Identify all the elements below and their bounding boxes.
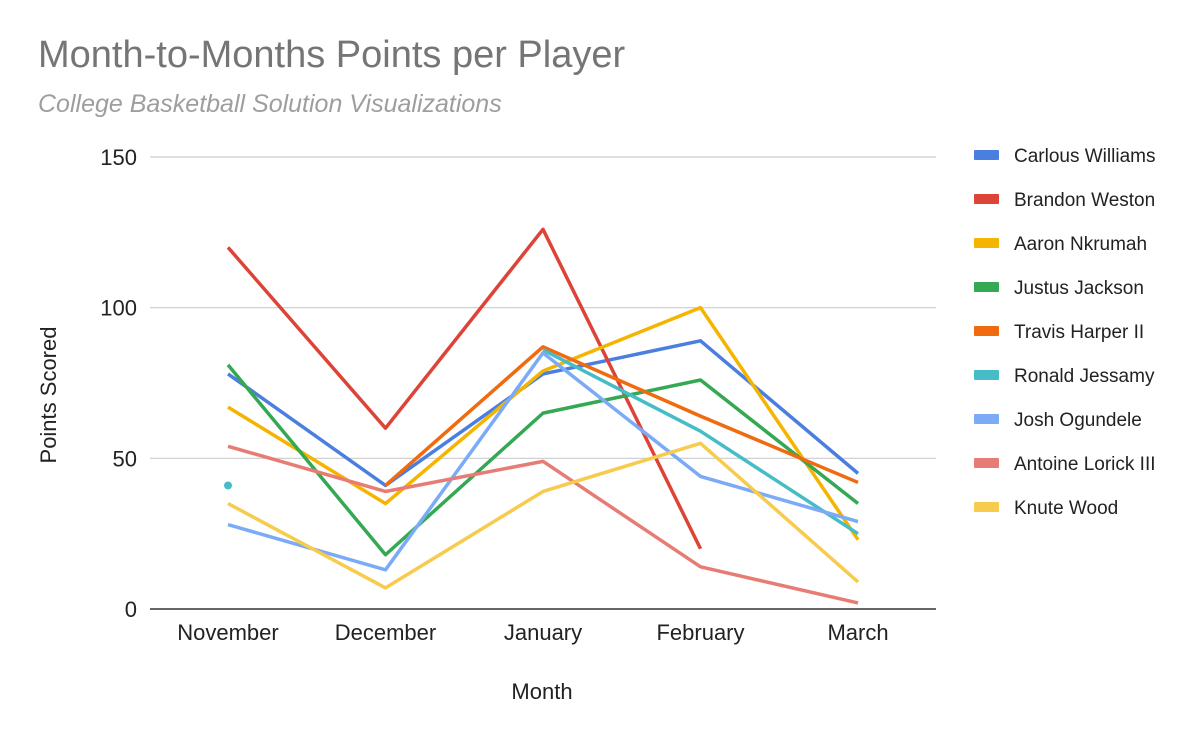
legend-swatch	[974, 502, 999, 512]
series-line	[226, 363, 860, 557]
legend-swatch	[974, 458, 999, 468]
legend-item: Antoine Lorick III	[974, 454, 1156, 475]
series-line	[227, 444, 859, 605]
legend-item: Brandon Weston	[974, 190, 1155, 211]
axes: 0 50 100 150 November December January February…	[100, 145, 936, 645]
legend-item: Aaron Nkrumah	[974, 234, 1147, 255]
series-aaron-nkrumah	[227, 305, 860, 541]
legend-swatch	[974, 150, 999, 160]
y-tick-label: 0	[125, 597, 137, 622]
legend-label: Ronald Jessamy	[1014, 366, 1155, 387]
legend-item: Carlous Williams	[974, 146, 1155, 167]
legend-item: Travis Harper II	[974, 322, 1144, 343]
legend-swatch	[974, 282, 999, 292]
series-travis-harper-ii	[384, 345, 859, 487]
legend-label: Knute Wood	[1014, 498, 1118, 519]
x-axis-title: Month	[511, 679, 572, 704]
legend-label: Justus Jackson	[1014, 278, 1144, 299]
legend-swatch	[974, 194, 999, 204]
series-line	[542, 348, 859, 536]
x-tick-label: February	[656, 620, 744, 645]
x-tick-label: January	[504, 620, 582, 645]
series-line	[226, 227, 703, 550]
series-lines	[224, 227, 860, 605]
legend-swatch	[974, 326, 999, 336]
x-tick-label: December	[335, 620, 436, 645]
series-line	[227, 305, 860, 541]
legend-label: Aaron Nkrumah	[1014, 234, 1147, 255]
legend-label: Josh Ogundele	[1014, 410, 1142, 431]
legend: Carlous Williams Brandon Weston Aaron Nkru…	[974, 146, 1156, 519]
series-knute-wood	[227, 441, 860, 590]
legend-label: Travis Harper II	[1014, 322, 1144, 343]
series-line	[384, 345, 859, 487]
y-axis-title: Points Scored	[36, 327, 61, 464]
y-tick-label: 150	[100, 145, 137, 170]
x-tick-label: November	[177, 620, 278, 645]
series-justus-jackson	[226, 363, 860, 557]
data-point	[224, 481, 232, 490]
chart-subtitle: College Basketball Solution Visualizatio…	[38, 90, 502, 118]
legend-item: Knute Wood	[974, 498, 1118, 519]
y-tick-label: 100	[100, 296, 137, 321]
y-tick-label: 50	[113, 446, 137, 471]
legend-swatch	[974, 370, 999, 380]
legend-label: Brandon Weston	[1014, 190, 1155, 211]
series-antoine-lorick-iii	[227, 444, 859, 605]
series-ronald-jessamy	[224, 348, 859, 536]
legend-item: Ronald Jessamy	[974, 366, 1155, 387]
legend-item: Josh Ogundele	[974, 410, 1142, 431]
legend-swatch	[974, 414, 999, 424]
series-brandon-weston	[226, 227, 703, 550]
legend-item: Justus Jackson	[974, 278, 1144, 299]
legend-swatch	[974, 238, 999, 248]
x-tick-label: March	[827, 620, 888, 645]
chart-title: Month-to-Months Points per Player	[38, 34, 626, 76]
series-line	[227, 441, 860, 590]
legend-label: Carlous Williams	[1014, 146, 1155, 167]
legend-label: Antoine Lorick III	[1014, 454, 1156, 475]
